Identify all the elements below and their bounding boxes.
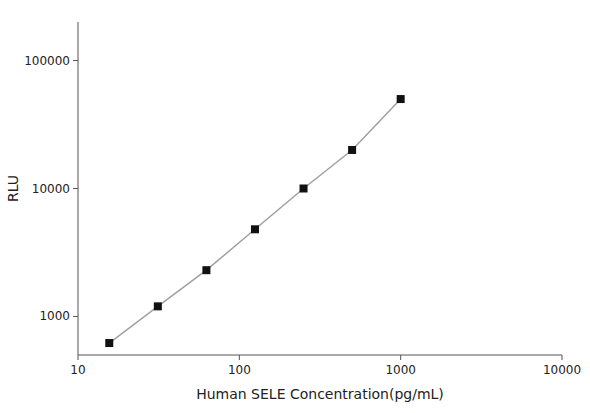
y-tick bbox=[73, 60, 78, 61]
data-point bbox=[300, 185, 308, 193]
x-tick bbox=[78, 355, 79, 360]
chart-container: 10 100 1000 10000 1000 10000 100000 Human SELE … bbox=[0, 0, 590, 413]
data-point bbox=[154, 302, 162, 310]
data-point bbox=[251, 225, 259, 233]
x-tick bbox=[239, 355, 240, 360]
y-axis-label: RLU bbox=[5, 175, 21, 202]
x-tick bbox=[400, 355, 401, 360]
chart-svg: 10 100 1000 10000 1000 10000 100000 Human SELE … bbox=[0, 0, 590, 413]
y-tick bbox=[73, 316, 78, 317]
x-tick-label: 100 bbox=[228, 363, 251, 377]
x-tick bbox=[562, 355, 563, 360]
data-point bbox=[397, 95, 405, 103]
y-tick-label: 10000 bbox=[32, 182, 70, 196]
y-tick bbox=[73, 188, 78, 189]
y-tick-label: 1000 bbox=[39, 309, 70, 323]
x-axis-label: Human SELE Concentration(pg/mL) bbox=[196, 386, 444, 402]
x-axis-line bbox=[78, 355, 562, 356]
x-tick-label: 10000 bbox=[543, 363, 581, 377]
data-line bbox=[109, 99, 400, 343]
data-point bbox=[105, 339, 113, 347]
axes: 10 100 1000 10000 1000 10000 100000 bbox=[24, 22, 581, 377]
x-tick-label: 10 bbox=[70, 363, 85, 377]
x-tick-label: 1000 bbox=[385, 363, 416, 377]
y-tick-label: 100000 bbox=[24, 54, 70, 68]
data-point bbox=[348, 146, 356, 154]
data-point bbox=[202, 266, 210, 274]
plot-area bbox=[105, 95, 404, 347]
